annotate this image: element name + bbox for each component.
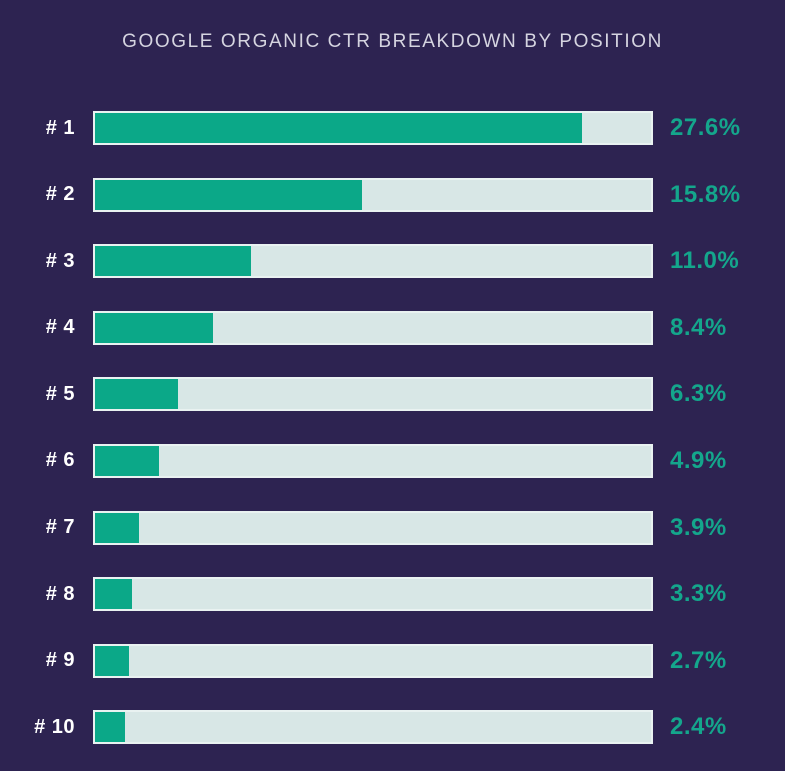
ctr-value-label: 8.4% <box>670 313 727 341</box>
bar-track <box>93 710 653 745</box>
ctr-value-label: 6.3% <box>670 380 727 408</box>
position-label: # 7 <box>45 516 75 539</box>
position-label: # 4 <box>45 316 75 339</box>
bar-fill <box>95 445 160 476</box>
bar-fill <box>95 645 129 676</box>
ctr-value-label: 3.3% <box>670 580 727 608</box>
ctr-value-label: 27.6% <box>670 114 741 141</box>
bar-track <box>93 310 653 345</box>
bar-fill <box>95 246 251 277</box>
ctr-value-label: 3.9% <box>670 513 727 541</box>
position-label: # 5 <box>45 382 75 405</box>
position-label: # 9 <box>45 649 75 672</box>
bar-chart: # 1 27.6% # 2 15.8% # 3 11.0% # 4 8.4% #… <box>0 111 785 745</box>
bar-fill <box>95 379 179 410</box>
bar-fill <box>95 579 132 610</box>
position-label: # 3 <box>45 249 75 272</box>
bar-fill <box>95 113 582 143</box>
bar-row: # 10 2.4% <box>0 710 785 745</box>
bar-track <box>93 443 653 478</box>
chart-title: GOOGLE ORGANIC CTR BREAKDOWN BY POSITION <box>122 31 663 52</box>
ctr-value-label: 15.8% <box>670 180 741 208</box>
bar-row: # 1 27.6% <box>0 111 785 145</box>
ctr-value-label: 4.9% <box>670 446 727 474</box>
bar-row: # 5 6.3% <box>0 377 785 412</box>
position-label: # 8 <box>45 582 75 605</box>
bar-track <box>93 377 653 412</box>
bar-row: # 2 15.8% <box>0 177 785 212</box>
position-label: # 2 <box>45 183 75 206</box>
bar-fill <box>95 512 140 543</box>
bar-row: # 8 3.3% <box>0 577 785 612</box>
bar-fill <box>95 712 126 743</box>
bar-row: # 7 3.9% <box>0 510 785 545</box>
position-label: # 10 <box>34 715 75 738</box>
bar-track <box>93 111 653 145</box>
ctr-value-label: 2.7% <box>670 646 727 674</box>
bar-track <box>93 244 653 279</box>
bar-row: # 9 2.7% <box>0 643 785 678</box>
bar-track <box>93 577 653 612</box>
bar-track <box>93 643 653 678</box>
ctr-value-label: 11.0% <box>670 247 740 275</box>
position-label: # 1 <box>45 116 75 139</box>
bar-row: # 3 11.0% <box>0 244 785 279</box>
bar-fill <box>95 179 362 210</box>
bar-row: # 6 4.9% <box>0 443 785 478</box>
bar-track <box>93 177 653 212</box>
position-label: # 6 <box>45 449 75 472</box>
bar-fill <box>95 312 214 343</box>
bar-track <box>93 510 653 545</box>
bar-row: # 4 8.4% <box>0 310 785 345</box>
ctr-value-label: 2.4% <box>670 713 727 741</box>
